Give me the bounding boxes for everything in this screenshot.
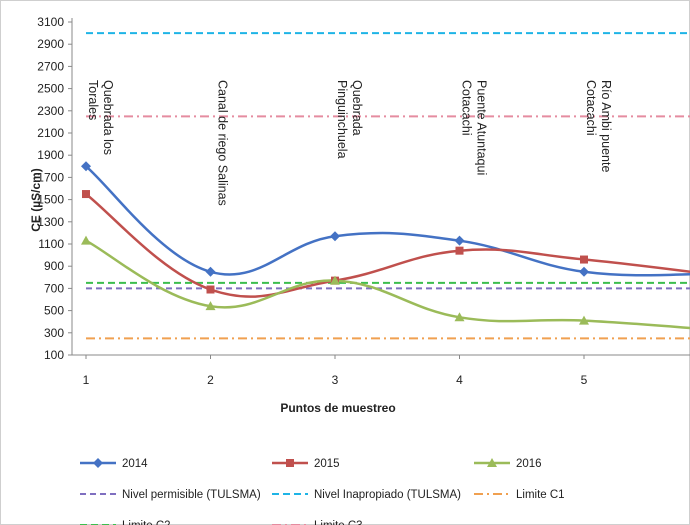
y-tick-label-300: 300 xyxy=(44,326,64,340)
x-tick-label-5: 5 xyxy=(581,373,588,387)
legend-label-3: 2016 xyxy=(516,458,542,470)
legend-item-1: 2014 xyxy=(80,458,148,470)
legend-item-3: 2016 xyxy=(474,458,542,470)
y-tick-label-700: 700 xyxy=(44,281,64,295)
legend-item-6: Limite C1 xyxy=(474,489,565,501)
legend-item-5: Nivel Inapropiado (TULSMA) xyxy=(272,489,461,501)
y-tick-label-900: 900 xyxy=(44,259,64,273)
data-point-2015-4 xyxy=(455,246,464,255)
legend: 2014 2015 2016 Nivel permisible (TULSMA) Niv… xyxy=(80,458,565,525)
site-label-3-line-1: Quebrada xyxy=(350,80,364,136)
series-line-2015 xyxy=(85,193,690,298)
site-label-2-line-1: Canal de riego Salinas xyxy=(216,80,230,206)
legend-label-8: Limite C3 xyxy=(314,520,363,525)
legend-label-6: Limite C1 xyxy=(516,489,565,501)
y-tick-label-1300: 1300 xyxy=(37,215,64,229)
y-tick-label-2900: 2900 xyxy=(37,37,64,51)
data-point-2015-1 xyxy=(82,190,90,199)
y-tick-label-100: 100 xyxy=(44,348,64,362)
data-point-2014-5 xyxy=(579,266,589,277)
legend-label-4: Nivel permisible (TULSMA) xyxy=(122,489,261,501)
series-line-2014 xyxy=(85,165,690,277)
series-markers xyxy=(81,161,589,325)
data-point-2016-4 xyxy=(454,312,465,322)
data-point-2016-5 xyxy=(579,315,589,325)
x-tick-label-1: 1 xyxy=(83,373,90,387)
y-tick-label-2100: 2100 xyxy=(37,126,64,140)
data-point-2014-4 xyxy=(454,235,465,246)
legend-item-2: 2015 xyxy=(272,458,340,470)
legend-label-7: Limite C2 xyxy=(122,520,171,525)
legend-label-1: 2014 xyxy=(122,458,148,470)
y-tick-label-2500: 2500 xyxy=(37,82,64,96)
legend-item-4: Nivel permisible (TULSMA) xyxy=(80,489,261,501)
site-label-5-line-1: Río Ambi puente xyxy=(599,80,613,172)
legend-swatch-marker-3 xyxy=(487,458,497,467)
y-tick-label-1700: 1700 xyxy=(37,170,64,184)
data-point-2014-2 xyxy=(205,266,216,277)
data-point-2016-1 xyxy=(81,235,91,245)
site-label-4-line-2: Cotacachi xyxy=(460,80,474,136)
site-label-4-line-1: Puente Atuntaqui xyxy=(475,80,489,175)
data-point-2014-1 xyxy=(81,161,91,172)
site-label-1-line-1: Quebrada los xyxy=(101,80,115,155)
y-tick-label-500: 500 xyxy=(44,304,64,318)
y-tick-label-2700: 2700 xyxy=(37,59,64,73)
site-label-3-line-2: Pinguinchuela xyxy=(335,80,349,159)
data-point-2015-2 xyxy=(206,285,215,294)
x-tick-label-3: 3 xyxy=(332,373,339,387)
reference-lines xyxy=(86,32,690,340)
y-tick-label-2300: 2300 xyxy=(37,104,64,118)
y-tick-label-1500: 1500 xyxy=(37,193,64,207)
legend-item-8: Limite C3 xyxy=(272,520,363,525)
data-point-2016-2 xyxy=(205,301,216,311)
data-point-2015-5 xyxy=(580,255,588,264)
legend-label-2: 2015 xyxy=(314,458,340,470)
y-tick-label-3100: 3100 xyxy=(37,15,64,29)
data-point-2016-3 xyxy=(330,275,340,285)
y-tick-label-1100: 1100 xyxy=(38,237,64,251)
legend-swatch-marker-1 xyxy=(93,458,103,468)
x-tick-label-2: 2 xyxy=(207,373,214,387)
axes: 100 300 500 700 900 1100 1300 1500 1700 1900 2100 2… xyxy=(29,15,690,415)
x-tick-label-4: 4 xyxy=(456,373,463,387)
x-axis-title: Puntos de muestreo xyxy=(280,401,395,415)
legend-item-7: Limite C2 xyxy=(80,520,171,525)
data-point-2014-3 xyxy=(330,231,340,242)
series-line-2016 xyxy=(85,239,690,330)
legend-label-5: Nivel Inapropiado (TULSMA) xyxy=(314,489,461,501)
legend-swatch-marker-2 xyxy=(286,459,294,467)
y-axis-title: CE (µS/cm) xyxy=(29,168,43,232)
series-lines xyxy=(85,165,690,330)
site-label-1-line-2: Torales xyxy=(86,80,100,120)
y-tick-label-1900: 1900 xyxy=(37,148,64,162)
site-label-5-line-2: Cotacachi xyxy=(584,80,598,136)
